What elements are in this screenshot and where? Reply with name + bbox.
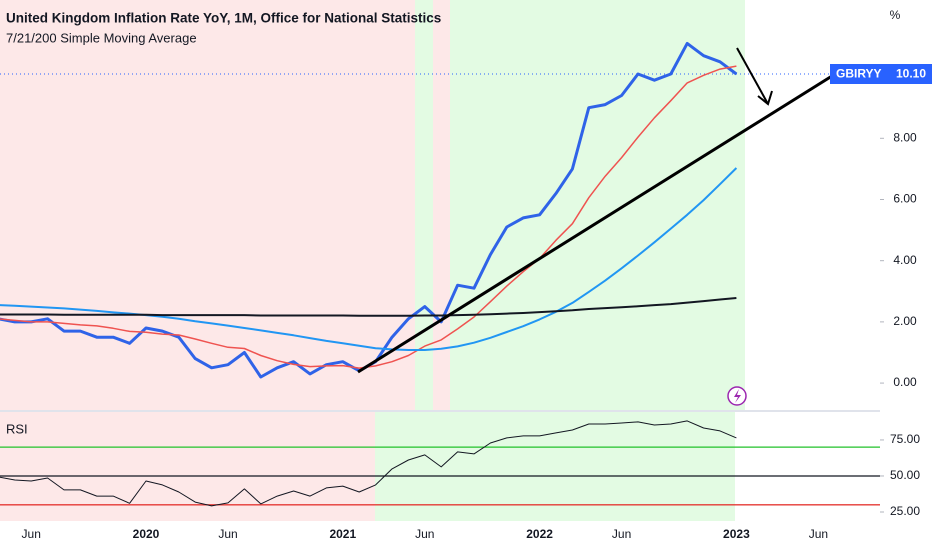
y-tick-label: 8.00 xyxy=(893,130,917,144)
x-tick-label: Jun xyxy=(809,527,828,541)
bull-zone xyxy=(415,0,433,410)
price-tag-value: 10.10 xyxy=(896,67,926,81)
x-tick-label: Jun xyxy=(218,527,237,541)
rsi-title: RSI xyxy=(6,421,28,436)
x-tick-label: Jun xyxy=(612,527,631,541)
x-tick-label: 2020 xyxy=(133,527,160,541)
background-shading xyxy=(0,0,745,521)
icon-bolt[interactable] xyxy=(734,389,741,403)
trend-line xyxy=(357,74,833,374)
y-tick-label: 0.00 xyxy=(893,375,917,389)
unit-label: % xyxy=(890,8,901,22)
y-tick-label: 25.00 xyxy=(890,504,920,518)
arrow xyxy=(736,47,773,106)
arrow-shaft xyxy=(736,47,769,105)
price-tag-box xyxy=(830,64,932,84)
x-tick-label: 2021 xyxy=(329,527,356,541)
series-line xyxy=(0,420,737,507)
bull-zone xyxy=(375,412,735,521)
y-tick-label: 4.00 xyxy=(893,253,917,267)
y-tick-label: 6.00 xyxy=(893,192,917,206)
bear-zone xyxy=(0,412,375,521)
bear-zone xyxy=(0,0,415,410)
chart-title: United Kingdom Inflation Rate YoY, 1M, O… xyxy=(6,11,441,26)
y-tick-label: 75.00 xyxy=(890,432,920,446)
arrow-head xyxy=(757,90,773,106)
x-tick-label: Jun xyxy=(22,527,41,541)
flash-icon[interactable] xyxy=(727,386,747,406)
bear-zone xyxy=(433,0,450,410)
x-tick-label: 2023 xyxy=(723,527,750,541)
marks: Jun 2020 Jun 2021 Jun 2022 Jun 2023 Jun 0.00 2.00 4… xyxy=(0,41,920,541)
x-tick-label: 2022 xyxy=(526,527,553,541)
bull-zone xyxy=(450,0,745,410)
x-tick-label: Jun xyxy=(415,527,434,541)
series-line xyxy=(0,167,738,351)
y-tick-label: 50.00 xyxy=(890,468,920,482)
chart-subtitle: 7/21/200 Simple Moving Average xyxy=(6,30,197,45)
price-tag: GBIRYY 10.10 xyxy=(830,64,932,84)
series-line xyxy=(0,297,737,317)
y-tick-label: 2.00 xyxy=(893,314,917,328)
price-tag-name: GBIRYY xyxy=(836,67,882,81)
